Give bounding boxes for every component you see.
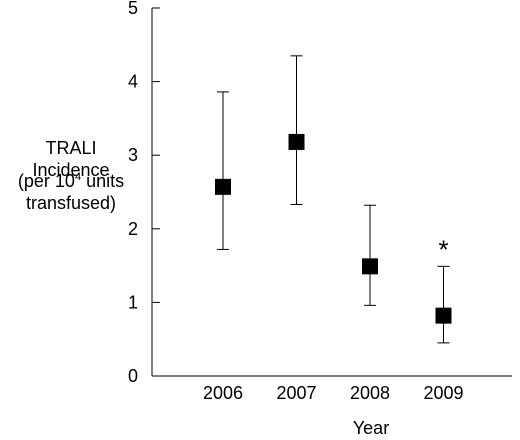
y-axis-label-line-3: (per 104 units [0,170,142,195]
x-tick-label: 2008 [350,383,390,403]
y-axis-label-unit-suffix: units [81,171,125,191]
data-points [215,133,452,324]
data-point-marker [435,307,452,324]
significance-asterisk: * [438,234,448,264]
annotations: * [438,234,448,264]
x-tick-label: 2007 [276,383,316,403]
y-tick-label: 4 [128,72,138,92]
y-axis-label-line-1: TRALI [45,138,97,158]
x-tick-label: 2006 [203,383,243,403]
data-point-marker [288,133,305,150]
x-tick-label: 2009 [423,383,463,403]
x-ticks: 2006 2007 2008 2009 [203,383,464,403]
y-tick-label: 2 [128,219,138,239]
axes [151,8,512,377]
error-bars [217,55,450,344]
data-point-marker [215,178,231,195]
y-axis-label-line-4: transfused) [25,193,117,213]
y-axis-label-exponent: 4 [74,171,82,183]
y-tick-label: 1 [128,292,138,312]
x-axis-label: Year [353,418,389,438]
y-axis-label-line-2: Incidence [32,160,110,180]
y-tick-label: 0 [128,366,138,386]
data-point-marker [362,258,378,275]
y-ticks: 0 1 2 3 4 5 [128,0,160,386]
y-tick-label: 3 [128,145,138,165]
y-tick-label: 5 [128,0,138,18]
y-axis-label-unit-prefix: (per 10 [17,171,75,191]
